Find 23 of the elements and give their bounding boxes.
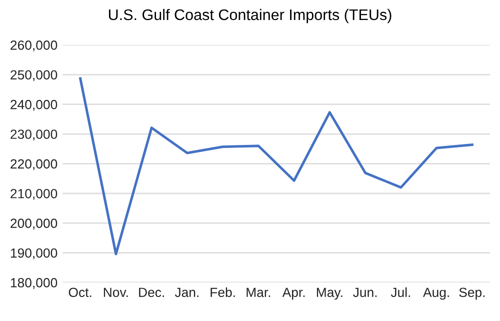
line-series: [79, 77, 474, 256]
y-tick-label: 190,000: [10, 248, 58, 260]
x-tick-label: Jun.: [353, 288, 377, 298]
x-tick-label: Sep.: [459, 288, 485, 300]
y-tick-label: 250,000: [10, 70, 58, 82]
y-tick-label: 180,000: [10, 278, 58, 289]
x-tick-label: Apr.: [282, 288, 305, 300]
y-tick-label: 220,000: [10, 159, 58, 170]
x-tick-label: May.: [316, 288, 342, 300]
y-tick-label: 240,000: [10, 100, 58, 111]
x-tick-label: Dec.: [139, 288, 164, 298]
x-tick-label: Nov.: [104, 288, 128, 298]
y-tick-label: 200,000: [10, 218, 58, 230]
x-tick-label: Jan.: [174, 288, 198, 298]
x-tick-label: Oct.: [68, 288, 92, 298]
x-tick-label: Feb.: [210, 287, 235, 298]
x-tick-label: Aug.: [423, 288, 449, 300]
x-tick-label: Jul.: [390, 287, 410, 298]
y-tick-label: 230,000: [10, 130, 58, 140]
x-tick-label: Mar.: [246, 288, 270, 298]
y-tick-label: 260,000: [10, 40, 58, 52]
y-tick-label: 210,000: [10, 188, 58, 200]
chart-title: U.S. Gulf Coast Container Imports (TEUs): [108, 8, 392, 24]
